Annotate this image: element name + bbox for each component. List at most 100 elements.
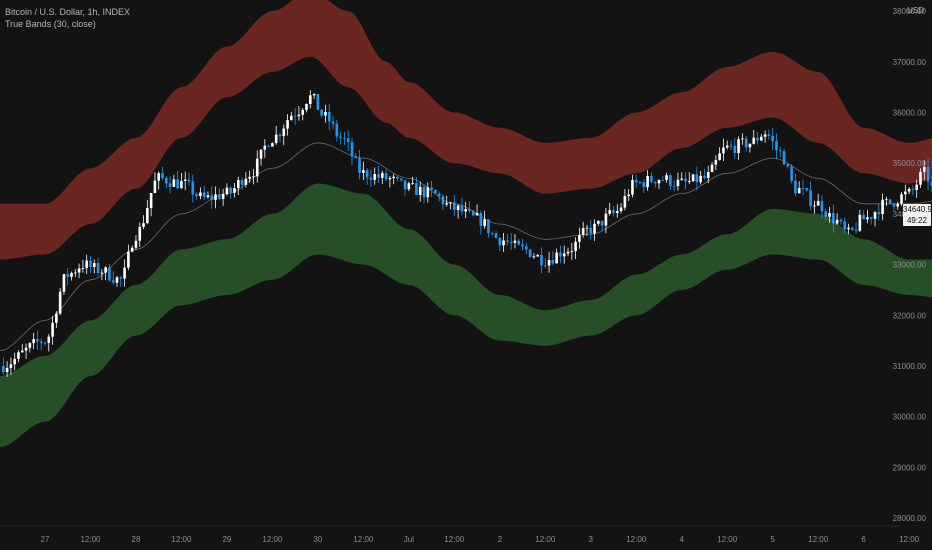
candle-body bbox=[646, 176, 649, 188]
candle-body bbox=[286, 120, 289, 129]
candle-body bbox=[881, 199, 884, 215]
candle-body bbox=[77, 268, 81, 273]
candle-body bbox=[96, 263, 100, 273]
candle-body bbox=[866, 217, 869, 220]
candle-body bbox=[922, 167, 926, 172]
candle-body bbox=[384, 173, 388, 180]
basis-line-group bbox=[0, 142, 932, 352]
candle-body bbox=[202, 192, 206, 198]
candle-body bbox=[642, 182, 646, 188]
candle-body bbox=[536, 255, 539, 257]
candle-body bbox=[161, 173, 164, 178]
price-axis: 28000.00 29000.00 30000.00 31000.00 32000.00… bbox=[893, 7, 927, 523]
currency-label: USD bbox=[907, 6, 924, 15]
candle-body bbox=[615, 211, 619, 214]
x-tick-label: 12:00 bbox=[808, 535, 829, 544]
candle-body bbox=[506, 240, 509, 242]
candle-body bbox=[28, 343, 32, 348]
candle-body bbox=[657, 180, 661, 184]
candle-body bbox=[559, 252, 562, 257]
candle-body bbox=[176, 179, 179, 189]
candle-body bbox=[206, 195, 210, 198]
candle-body bbox=[358, 157, 361, 173]
candle-body bbox=[703, 175, 706, 178]
candle-body bbox=[85, 260, 88, 269]
candle-body bbox=[259, 149, 263, 159]
candle-body bbox=[566, 251, 570, 254]
candle-body bbox=[669, 175, 672, 186]
x-tick-label: 12:00 bbox=[353, 535, 374, 544]
candle-body bbox=[816, 201, 820, 206]
candle-body bbox=[267, 145, 270, 147]
candle-body bbox=[600, 220, 604, 226]
lower-band bbox=[0, 183, 932, 448]
candle-body bbox=[718, 153, 721, 161]
candle-body bbox=[597, 220, 600, 224]
candle-body bbox=[801, 188, 805, 189]
candle-body bbox=[475, 213, 479, 216]
symbol-title[interactable]: Bitcoin / U.S. Dollar, 1h, INDEX bbox=[5, 7, 131, 17]
candle-body bbox=[354, 156, 358, 158]
candle-body bbox=[543, 265, 547, 267]
candle-body bbox=[634, 179, 638, 183]
candle-body bbox=[479, 213, 483, 227]
candle-body bbox=[236, 180, 240, 189]
chart-legend: Bitcoin / U.S. Dollar, 1h, INDEX True Ba… bbox=[5, 6, 130, 30]
candle-body bbox=[119, 277, 123, 279]
last-price-value: 34640.99 bbox=[903, 205, 932, 214]
candle-body bbox=[502, 240, 505, 246]
candle-body bbox=[778, 150, 782, 152]
candle-body bbox=[157, 173, 160, 181]
candle-body bbox=[210, 195, 214, 200]
x-tick-label: 2 bbox=[498, 535, 503, 544]
candle-body bbox=[748, 143, 752, 148]
candle-body bbox=[612, 210, 615, 214]
candle-body bbox=[665, 175, 668, 181]
candle-body bbox=[100, 272, 104, 274]
candle-body bbox=[195, 194, 198, 197]
candle-body bbox=[17, 352, 20, 359]
candle-body bbox=[513, 240, 517, 243]
candle-body bbox=[445, 203, 449, 205]
candle-body bbox=[847, 227, 850, 230]
candle-body bbox=[62, 274, 66, 292]
candle-body bbox=[399, 178, 403, 181]
basis-line bbox=[0, 142, 932, 352]
last-price-badge: 34640.99 49:22 bbox=[903, 204, 932, 226]
candle-body bbox=[214, 194, 217, 200]
candle-body bbox=[115, 277, 119, 283]
candle-body bbox=[555, 252, 558, 264]
candle-body bbox=[835, 219, 839, 224]
candle-body bbox=[722, 147, 725, 154]
candle-body bbox=[229, 187, 233, 193]
candle-body bbox=[20, 350, 24, 353]
candle-body bbox=[263, 145, 267, 150]
candle-body bbox=[290, 115, 293, 121]
candle-body bbox=[547, 260, 551, 266]
y-tick-label: 29000.00 bbox=[893, 463, 927, 472]
candle-body bbox=[293, 115, 297, 117]
candle-body bbox=[142, 223, 145, 227]
candle-body bbox=[585, 227, 589, 229]
indicator-title[interactable]: True Bands (30, close) bbox=[5, 19, 96, 29]
x-tick-label: 12:00 bbox=[171, 535, 192, 544]
candle-body bbox=[111, 280, 115, 283]
candle-body bbox=[187, 179, 191, 182]
candle-body bbox=[699, 175, 702, 183]
candle-body bbox=[153, 180, 157, 194]
candle-body bbox=[316, 93, 320, 110]
x-tick-label: Jul bbox=[404, 535, 414, 544]
time-axis: 27 12:00 28 12:00 29 12:00 30 12:00 Jul 12:00 2 12:… bbox=[0, 525, 920, 544]
candle-body bbox=[66, 274, 70, 277]
candle-body bbox=[528, 249, 532, 258]
candle-body bbox=[343, 137, 346, 139]
candle-body bbox=[733, 145, 737, 153]
candle-body bbox=[305, 104, 308, 110]
y-tick-label: 28000.00 bbox=[893, 514, 927, 523]
candle-body bbox=[824, 211, 828, 217]
x-tick-label: 12:00 bbox=[262, 535, 283, 544]
candle-body bbox=[312, 93, 316, 96]
x-tick-label: 3 bbox=[589, 535, 594, 544]
